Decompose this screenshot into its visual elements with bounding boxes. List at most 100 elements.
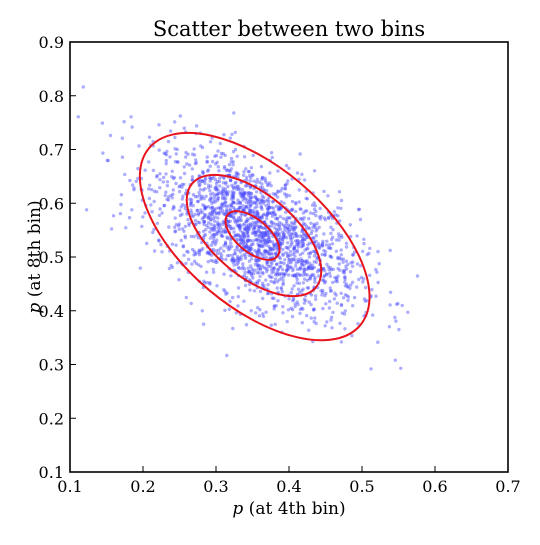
- scatter-point: [201, 171, 205, 175]
- scatter-point: [224, 191, 228, 195]
- scatter-point: [216, 165, 220, 169]
- scatter-point: [219, 203, 224, 208]
- scatter-point: [216, 192, 220, 196]
- scatter-point: [281, 252, 285, 256]
- scatter-point: [251, 228, 255, 232]
- scatter-point: [322, 232, 326, 236]
- scatter-point: [272, 281, 276, 285]
- scatter-point: [252, 179, 256, 183]
- scatter-point: [177, 185, 181, 189]
- scatter-point: [255, 253, 260, 257]
- scatter-point: [231, 201, 235, 205]
- scatter-point: [292, 246, 297, 251]
- scatter-point: [247, 223, 251, 227]
- scatter-point: [393, 358, 397, 362]
- scatter-point: [327, 271, 332, 275]
- scatter-point: [326, 265, 331, 269]
- scatter-point: [323, 293, 327, 298]
- scatter-point: [222, 165, 227, 169]
- scatter-point: [302, 277, 307, 281]
- scatter-point: [212, 200, 216, 204]
- scatter-point: [300, 239, 304, 243]
- scatter-point: [236, 258, 240, 262]
- scatter-point: [151, 168, 156, 173]
- scatter-point: [350, 264, 355, 268]
- scatter-point: [331, 310, 335, 315]
- scatter-point: [252, 226, 256, 230]
- scatter-point: [286, 179, 290, 183]
- scatter-point: [296, 243, 300, 247]
- scatter-point: [235, 223, 239, 227]
- scatter-point: [323, 253, 327, 257]
- scatter-point: [210, 211, 214, 215]
- scatter-point: [159, 242, 163, 247]
- scatter-point: [242, 227, 247, 231]
- scatter-point: [255, 260, 259, 265]
- scatter-point: [265, 233, 270, 237]
- scatter-point: [316, 242, 321, 246]
- scatter-point: [210, 209, 215, 214]
- scatter-point: [191, 193, 196, 197]
- scatter-point: [281, 237, 285, 241]
- scatter-point: [303, 234, 308, 238]
- scatter-point: [330, 242, 335, 246]
- scatter-point: [264, 180, 268, 184]
- scatter-point: [294, 242, 299, 247]
- scatter-point: [236, 184, 240, 188]
- scatter-point: [258, 238, 263, 242]
- scatter-point: [155, 190, 159, 194]
- scatter-point: [287, 229, 292, 233]
- scatter-point: [252, 210, 256, 214]
- scatter-point: [312, 320, 316, 324]
- scatter-point: [291, 268, 295, 273]
- scatter-point: [185, 249, 189, 254]
- scatter-point: [310, 229, 314, 233]
- scatter-point: [295, 281, 299, 285]
- scatter-point: [244, 200, 248, 204]
- scatter-point: [397, 327, 401, 332]
- scatter-point: [305, 267, 309, 271]
- scatter-point: [255, 211, 260, 215]
- scatter-point: [344, 282, 349, 286]
- scatter-point: [220, 208, 225, 213]
- scatter-point: [210, 240, 215, 245]
- scatter-point: [293, 234, 297, 238]
- scatter-point: [242, 241, 246, 245]
- scatter-point: [167, 266, 172, 271]
- scatter-point: [278, 256, 282, 261]
- scatter-point: [249, 247, 254, 251]
- scatter-point: [307, 255, 312, 259]
- scatter-point: [245, 231, 249, 235]
- scatter-point: [206, 215, 210, 219]
- y-tick-label: 0.9: [39, 33, 64, 52]
- scatter-point: [255, 258, 259, 263]
- scatter-point: [213, 185, 217, 190]
- scatter-point: [261, 226, 266, 230]
- scatter-point: [201, 203, 205, 207]
- x-tick-label: 0.3: [203, 477, 228, 496]
- scatter-point: [247, 207, 251, 211]
- scatter-point: [192, 147, 196, 151]
- scatter-point: [285, 254, 290, 259]
- scatter-point: [173, 160, 178, 164]
- scatter-point: [276, 228, 280, 232]
- scatter-point: [253, 268, 257, 272]
- scatter-point: [272, 266, 276, 270]
- scatter-point: [178, 184, 182, 188]
- scatter-point: [221, 222, 225, 227]
- scatter-point: [236, 248, 241, 252]
- scatter-point: [286, 227, 291, 231]
- scatter-point: [233, 181, 237, 186]
- scatter-point: [307, 300, 311, 304]
- scatter-point: [236, 256, 240, 260]
- scatter-point: [272, 280, 276, 284]
- scatter-point: [206, 216, 211, 220]
- scatter-point: [231, 259, 236, 263]
- scatter-point: [226, 220, 231, 224]
- scatter-point: [257, 244, 261, 249]
- scatter-point: [329, 318, 333, 322]
- scatter-point: [273, 251, 278, 256]
- scatter-point: [241, 242, 245, 246]
- scatter-point: [233, 259, 238, 263]
- scatter-point: [334, 279, 338, 283]
